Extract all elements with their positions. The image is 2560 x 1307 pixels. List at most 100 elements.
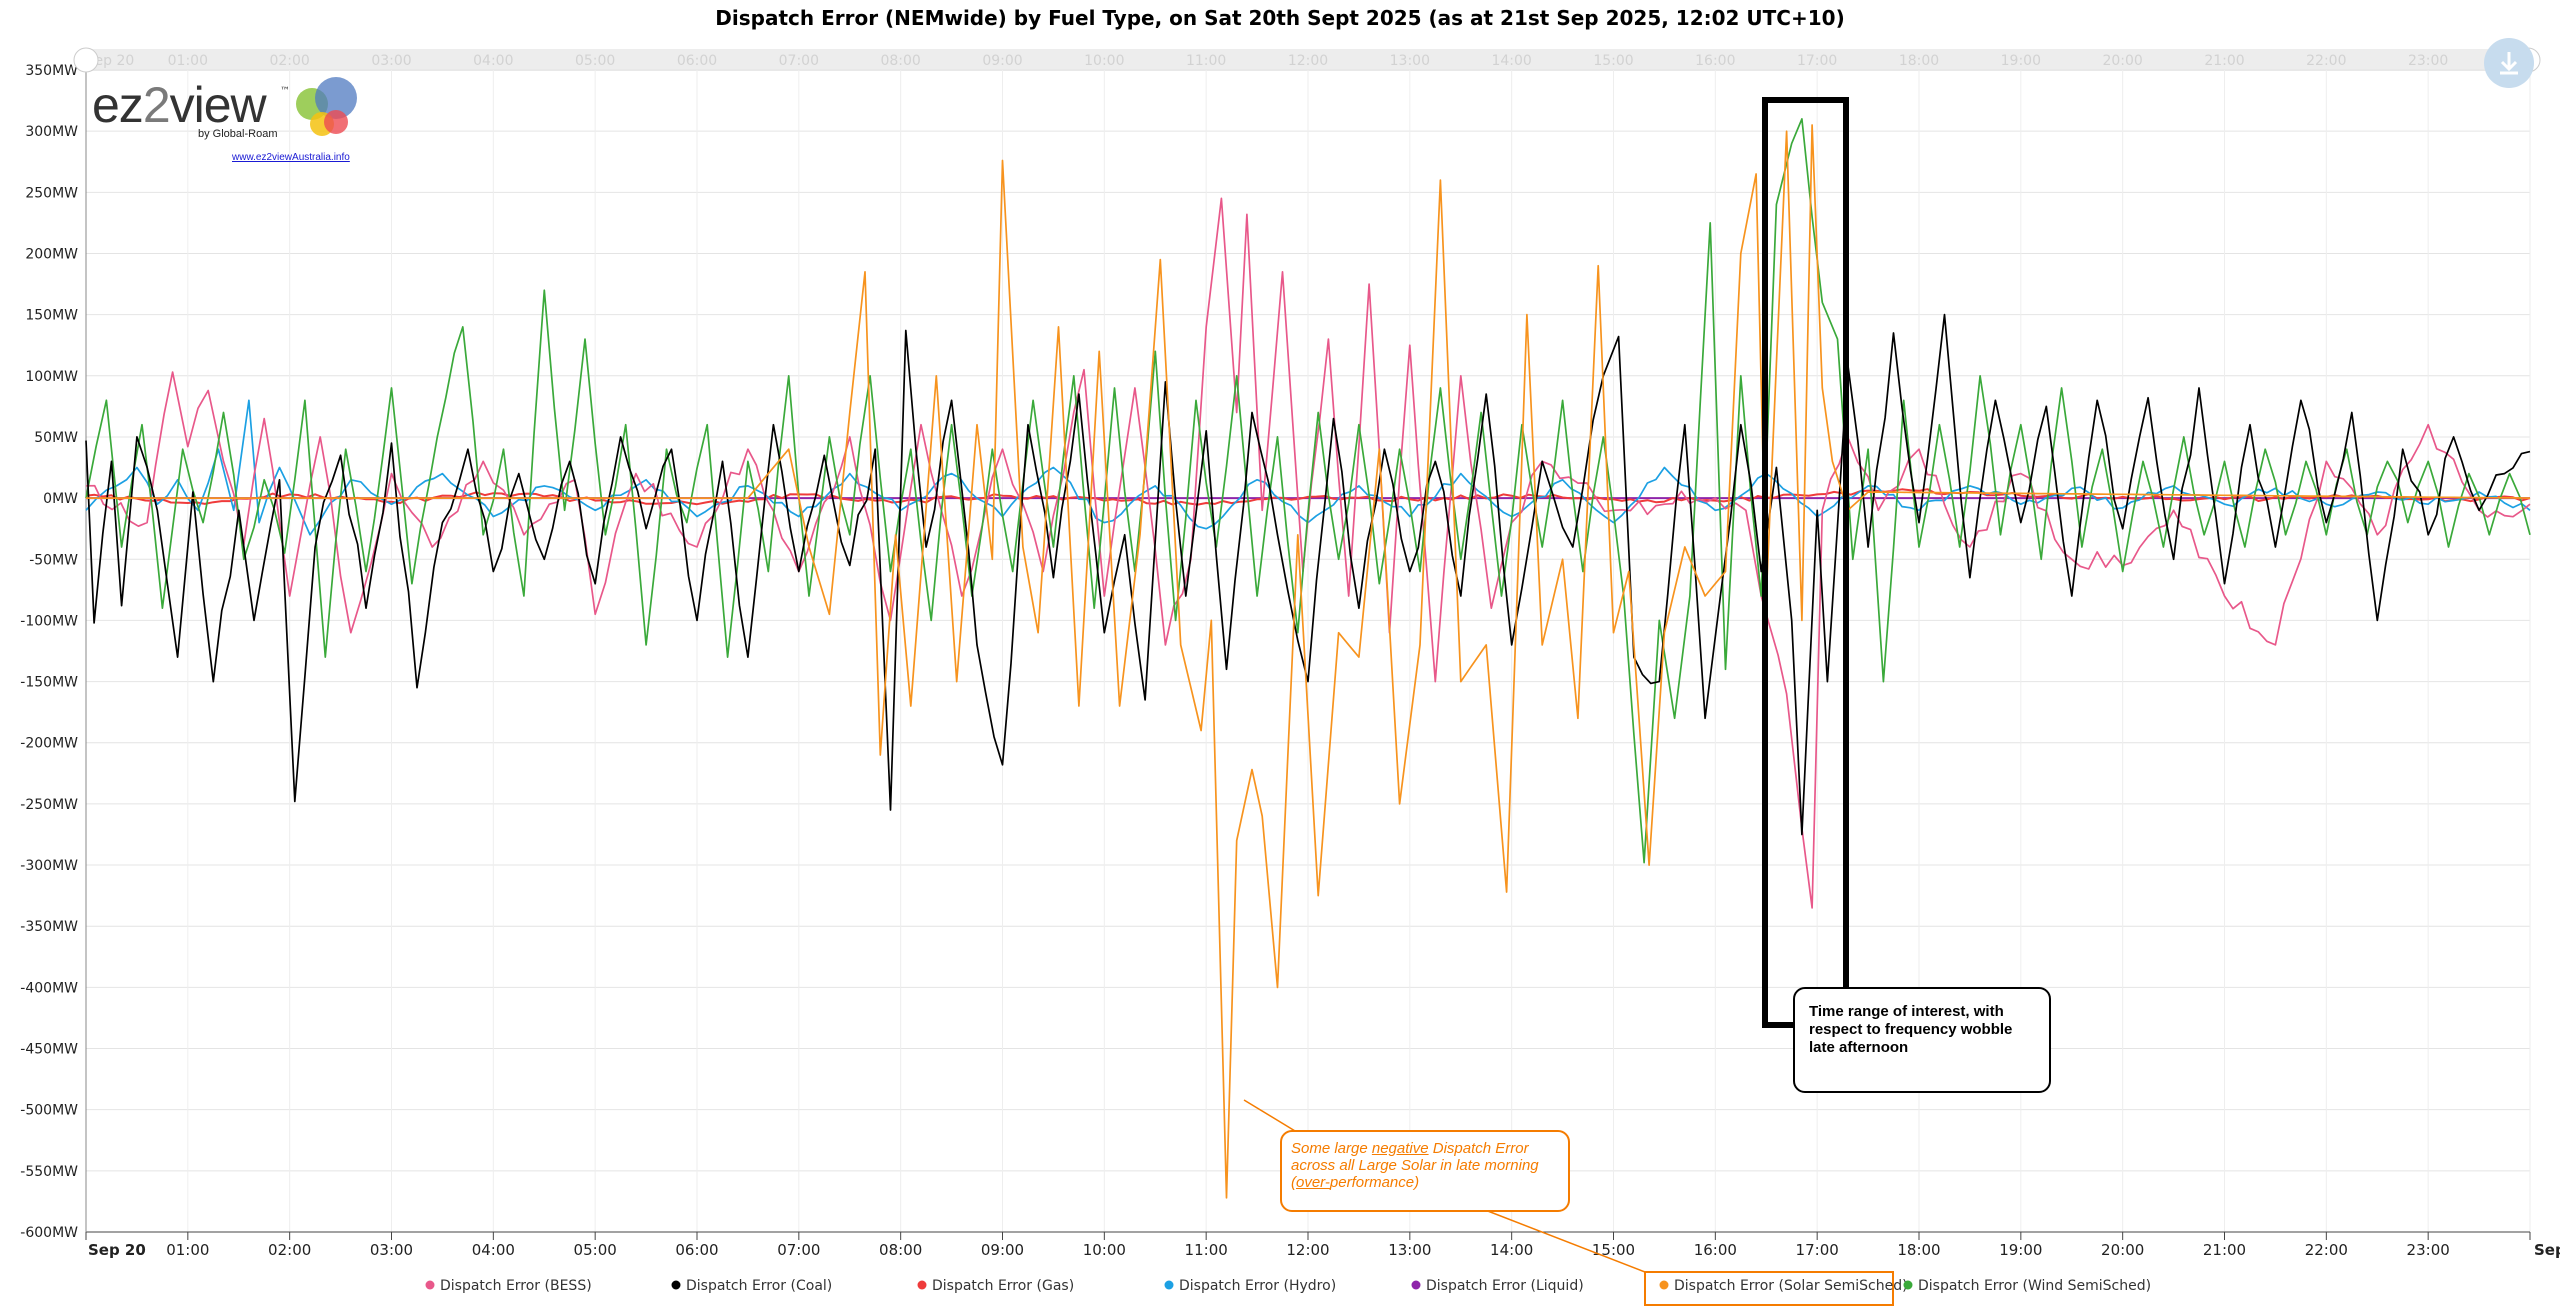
y-tick-label: -200MW — [20, 736, 78, 752]
navigator-label: 16:00 — [1695, 53, 1735, 69]
legend-label: Dispatch Error (BESS) — [440, 1278, 592, 1294]
navigator-label: 09:00 — [982, 53, 1022, 69]
chart-title: Dispatch Error (NEMwide) by Fuel Type, o… — [715, 6, 1845, 30]
navigator-handle-left[interactable] — [73, 47, 99, 73]
y-tick-label: -600MW — [20, 1225, 78, 1241]
legend-item-bess[interactable]: Dispatch Error (BESS) — [425, 1278, 592, 1294]
ez2view-logo: ez2view ™ by Global-Roam www.ez2viewAust… — [92, 76, 392, 172]
x-tick-label: 20:00 — [2101, 1241, 2144, 1259]
series-line-coal[interactable] — [85, 313, 2531, 836]
x-tick-label: 12:00 — [1286, 1241, 1329, 1259]
legend-item-liquid[interactable]: Dispatch Error (Liquid) — [1411, 1278, 1584, 1294]
annotation-time-range: Time range of interest, with respect to … — [1793, 987, 2051, 1093]
navigator-label: 05:00 — [575, 53, 615, 69]
y-tick-label: 250MW — [25, 185, 78, 201]
x-tick-label: 15:00 — [1592, 1241, 1635, 1259]
x-tick-label: 16:00 — [1694, 1241, 1737, 1259]
x-tick-label: 04:00 — [472, 1241, 515, 1259]
x-tick-label: 01:00 — [166, 1241, 209, 1259]
legend-marker — [917, 1280, 927, 1290]
y-tick-label: -100MW — [20, 613, 78, 629]
navigator-label: 17:00 — [1797, 53, 1837, 69]
x-tick-label: 17:00 — [1796, 1241, 1839, 1259]
x-tick-label: 13:00 — [1388, 1241, 1431, 1259]
annotation-solar-note: Some large negative Dispatch Error acros… — [1280, 1130, 1570, 1212]
series-line-wind[interactable] — [85, 118, 2531, 864]
download-button[interactable] — [2484, 38, 2534, 88]
legend-item-wind[interactable]: Dispatch Error (Wind SemiSched) — [1903, 1278, 2152, 1294]
legend-item-coal[interactable]: Dispatch Error (Coal) — [671, 1278, 833, 1294]
x-tick-label: 05:00 — [574, 1241, 617, 1259]
navigator-label: 19:00 — [2001, 53, 2041, 69]
x-axis-ticks: Sep 20 01:00 02:00 03:00 04:00 05:00 06:00 07:0… — [85, 1232, 2560, 1259]
legend-label: Dispatch Error (Gas) — [932, 1278, 1074, 1294]
x-tick-label: 11:00 — [1185, 1241, 1228, 1259]
x-tick-label: 09:00 — [981, 1241, 1024, 1259]
y-tick-label: -350MW — [20, 919, 78, 935]
navigator-label: 12:00 — [1288, 53, 1328, 69]
x-tick-label: 18:00 — [1897, 1241, 1940, 1259]
x-tick-label: 19:00 — [1999, 1241, 2042, 1259]
legend-marker — [1411, 1280, 1421, 1290]
x-tick-label: 21:00 — [2203, 1241, 2246, 1259]
navigator-label: 13:00 — [1390, 53, 1430, 69]
legend-label: Dispatch Error (Wind SemiSched) — [1918, 1278, 2151, 1294]
x-tick-label: 02:00 — [268, 1241, 311, 1259]
annotation-orange-pointer-bottom — [1479, 1207, 1646, 1273]
series-line-solar[interactable] — [86, 124, 2531, 1199]
legend-marker — [1903, 1280, 1913, 1290]
navigator-label: 20:00 — [2102, 53, 2142, 69]
annotation-black-rect — [1762, 97, 1849, 1028]
x-tick-label: 03:00 — [370, 1241, 413, 1259]
y-tick-label: -300MW — [20, 858, 78, 874]
y-tick-label: -500MW — [20, 1103, 78, 1119]
navigator-label: 08:00 — [880, 53, 920, 69]
navigator-label: 23:00 — [2408, 53, 2448, 69]
annotation-solar-text: Some large negative Dispatch Error acros… — [1291, 1140, 1539, 1191]
x-tick-label: Sep — [2534, 1241, 2560, 1259]
legend-item-hydro[interactable]: Dispatch Error (Hydro) — [1164, 1278, 1337, 1294]
y-tick-label: -450MW — [20, 1042, 78, 1058]
logo-byline: by Global-Roam — [198, 128, 278, 140]
x-tick-label: 07:00 — [777, 1241, 820, 1259]
logo-circles-icon — [296, 77, 357, 136]
y-tick-label: 200MW — [25, 246, 78, 262]
navigator-label: 22:00 — [2306, 53, 2346, 69]
y-tick-label: 0MW — [43, 491, 78, 507]
navigator-label: 21:00 — [2204, 53, 2244, 69]
x-tick-label: 14:00 — [1490, 1241, 1533, 1259]
legend-solar-highlight — [1644, 1271, 1894, 1306]
x-tick-label: 10:00 — [1083, 1241, 1126, 1259]
legend-marker — [425, 1280, 435, 1290]
x-tick-label: Sep 20 — [88, 1241, 146, 1259]
legend-label: Dispatch Error (Liquid) — [1426, 1278, 1584, 1294]
series-line-hydro[interactable] — [85, 399, 2531, 536]
y-tick-label: 350MW — [25, 63, 78, 79]
legend-marker — [1659, 1280, 1669, 1290]
y-tick-label: 150MW — [25, 308, 78, 324]
navigator-label: 10:00 — [1084, 53, 1124, 69]
legend-label: Dispatch Error (Solar SemiSched) — [1674, 1278, 1908, 1294]
series-lines[interactable] — [85, 118, 2531, 1199]
navigator-label: 04:00 — [473, 53, 513, 69]
logo-url-link[interactable]: www.ez2viewAustralia.info — [232, 152, 350, 163]
y-tick-label: 50MW — [34, 430, 78, 446]
legend-label: Dispatch Error (Hydro) — [1179, 1278, 1336, 1294]
y-tick-label: 300MW — [25, 124, 78, 140]
logo-trademark: ™ — [280, 86, 290, 97]
x-tick-label: 06:00 — [675, 1241, 718, 1259]
legend-item-gas[interactable]: Dispatch Error (Gas) — [917, 1278, 1075, 1294]
navigator-label: 15:00 — [1593, 53, 1633, 69]
legend-item-solar[interactable]: Dispatch Error (Solar SemiSched) — [1659, 1278, 1908, 1294]
series-line-gas[interactable] — [85, 488, 2531, 506]
legend-label: Dispatch Error (Coal) — [686, 1278, 832, 1294]
navigator-label: 07:00 — [779, 53, 819, 69]
annotation-time-range-text: Time range of interest, with respect to … — [1809, 1003, 2013, 1056]
navigator-bar[interactable] — [86, 49, 2528, 71]
legend[interactable]: Dispatch Error (BESS) Dispatch Error (Coa… — [425, 1278, 2152, 1294]
legend-marker — [671, 1280, 681, 1290]
navigator-label: 18:00 — [1899, 53, 1939, 69]
navigator-label: 03:00 — [371, 53, 411, 69]
x-tick-label: 23:00 — [2407, 1241, 2450, 1259]
